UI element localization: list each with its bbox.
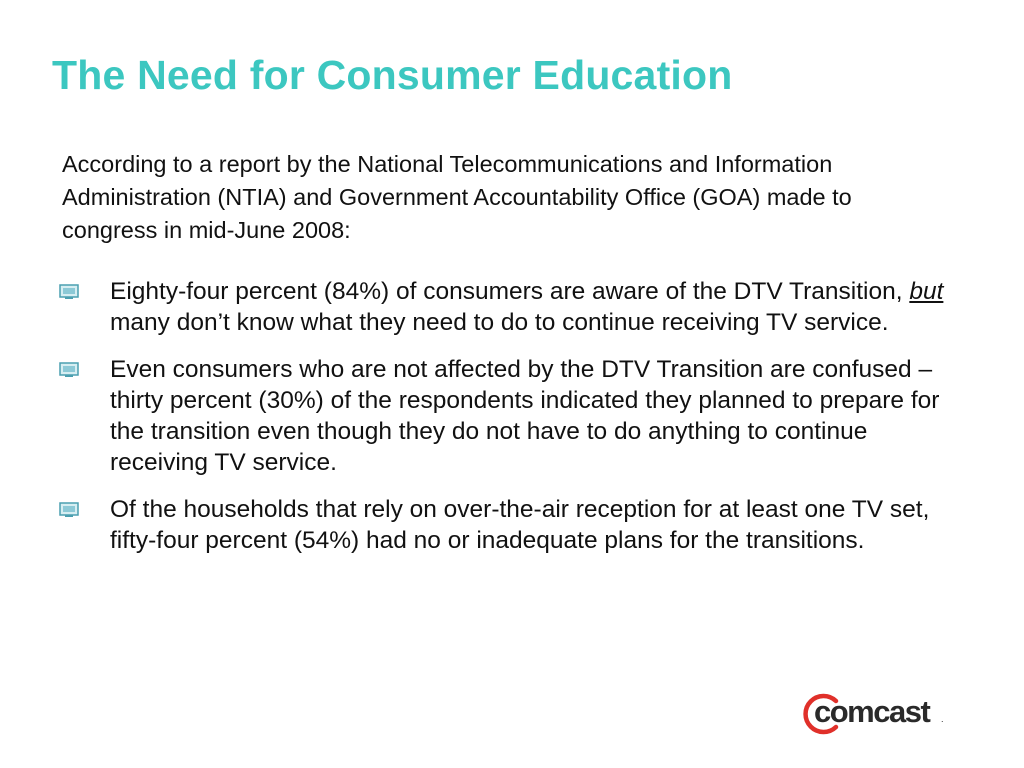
bullet-text-part: many don’t know what they need to do to … [110,309,889,336]
bullet-emphasis: but [909,278,944,305]
logo-wordmark: comcast [814,694,931,729]
list-item: Of the households that rely on over-the-… [55,494,960,556]
list-item: Eighty-four percent (84%) of consumers a… [55,276,960,338]
tv-screen-icon [59,284,79,299]
logo-ring-icon [803,693,839,735]
bullet-text: Even consumers who are not affected by t… [110,356,940,476]
slide-title: The Need for Consumer Education [52,52,733,98]
intro-paragraph: According to a report by the National Te… [62,151,852,243]
tv-screen-icon [59,362,79,377]
comcast-logo: comcast . [800,690,950,736]
bullet-list: Eighty-four percent (84%) of consumers a… [55,276,960,572]
list-item: Even consumers who are not affected by t… [55,354,960,478]
bullet-text: Of the households that rely on over-the-… [110,496,930,554]
tv-screen-icon [59,502,79,517]
bullet-text-part: Eighty-four percent (84%) of consumers a… [110,278,910,305]
registered-mark: . [941,714,944,724]
